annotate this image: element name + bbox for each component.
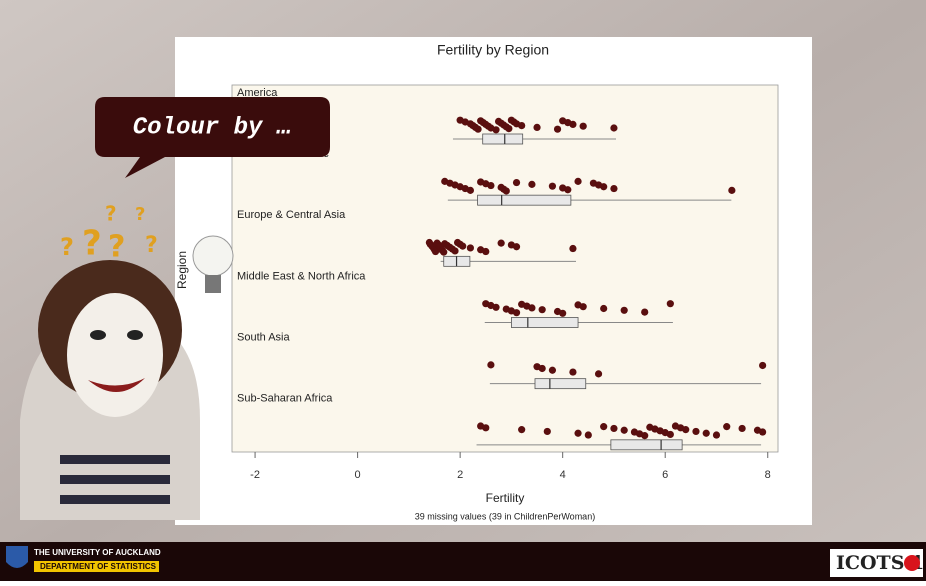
point (574, 429, 582, 437)
svg-text:?: ? (135, 204, 145, 225)
point (543, 427, 551, 436)
region-label: South Asia (237, 332, 290, 344)
point (487, 361, 495, 369)
region-label: Middle East & North Africa (237, 270, 366, 282)
x-tick-label: 0 (355, 469, 361, 481)
note: 39 missing values (39 in ChildrenPerWoma… (415, 511, 595, 521)
point (466, 186, 474, 194)
point (610, 184, 618, 193)
point (574, 177, 582, 185)
point (548, 182, 557, 190)
point (502, 187, 510, 195)
point (505, 125, 513, 133)
x-axis-label: Fertility (486, 491, 525, 505)
point (518, 426, 526, 434)
svg-text:?: ? (145, 233, 158, 258)
point (492, 303, 500, 311)
point (641, 308, 649, 316)
point (682, 426, 690, 434)
point (702, 429, 710, 437)
svg-text:?: ? (105, 202, 117, 226)
point (620, 426, 628, 434)
point (440, 248, 448, 256)
point (666, 300, 674, 308)
chart-title: Fertility by Region (437, 42, 549, 58)
box (477, 194, 572, 206)
point (528, 304, 536, 312)
point (600, 304, 608, 313)
point (759, 428, 767, 436)
point (466, 244, 474, 252)
university-crest (6, 546, 28, 568)
logo-dot (904, 555, 920, 571)
point (538, 306, 546, 314)
point (553, 125, 562, 133)
box (610, 439, 683, 451)
point (497, 239, 505, 247)
point (487, 181, 495, 190)
point (538, 364, 546, 373)
point (579, 303, 587, 311)
svg-text:?: ? (108, 230, 125, 265)
point (738, 424, 746, 433)
x-tick-label: 4 (560, 469, 566, 481)
point (600, 423, 608, 431)
point (728, 186, 736, 194)
box (482, 133, 524, 145)
point (712, 431, 721, 439)
point (620, 306, 628, 314)
point (759, 361, 767, 370)
point (723, 423, 731, 431)
point (474, 125, 482, 133)
point (533, 123, 541, 131)
point (512, 243, 521, 251)
point (459, 242, 467, 250)
point (569, 120, 577, 128)
x-tick-label: 2 (457, 469, 463, 481)
svg-text:?: ? (82, 224, 102, 264)
x-tick-label: -2 (250, 469, 260, 481)
point (559, 309, 567, 317)
point (512, 309, 521, 317)
point (492, 126, 500, 134)
point (579, 122, 587, 130)
point (610, 424, 618, 433)
point (610, 124, 618, 132)
mime-illustration: ?????? (20, 202, 200, 520)
point (569, 368, 577, 376)
point (641, 432, 649, 440)
point (482, 247, 490, 256)
region-label: Europe & Central Asia (237, 209, 346, 221)
point (548, 366, 557, 374)
speech-bubble: Colour by … (95, 97, 330, 178)
point (518, 122, 526, 130)
point (600, 183, 608, 191)
point (692, 427, 700, 436)
x-tick-label: 6 (662, 469, 668, 481)
point (564, 186, 572, 194)
point (594, 370, 603, 378)
region-label: Sub-Saharan Africa (237, 393, 333, 405)
point (482, 424, 490, 432)
lightbulb-icon (192, 235, 234, 293)
point (569, 244, 577, 253)
x-tick-label: 8 (765, 469, 771, 481)
point (512, 178, 521, 187)
box (511, 317, 579, 328)
department-name: DEPARTMENT OF STATISTICS (40, 562, 157, 571)
university-name: THE UNIVERSITY OF AUCKLAND (34, 548, 161, 557)
department-band (34, 561, 159, 572)
y-axis-label: Region (175, 251, 189, 289)
plot: -202468AmericaEast Asia & PacificEurope … (237, 87, 771, 481)
box (534, 378, 587, 390)
point (666, 430, 674, 439)
logo-text: ICOTS 1 (836, 552, 924, 574)
callout-text: Colour by … (133, 114, 291, 141)
point (451, 247, 459, 255)
svg-text:?: ? (60, 233, 74, 261)
region-label: America (237, 87, 278, 99)
point (528, 180, 536, 188)
point (584, 431, 592, 439)
